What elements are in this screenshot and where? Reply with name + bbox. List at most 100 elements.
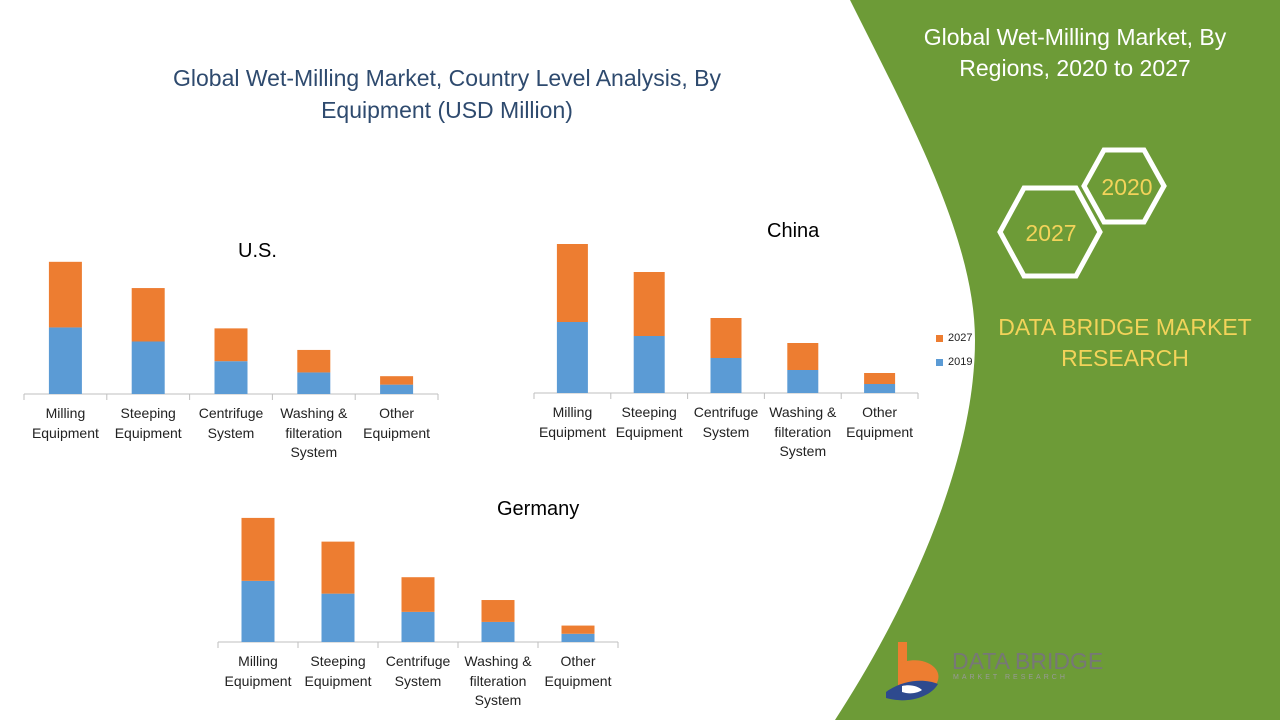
bar-2027-centrifuge-system: [214, 328, 248, 362]
x-tick-label: Washing & filteration System: [272, 404, 356, 463]
data-bridge-logo-icon: [886, 642, 939, 701]
bar-2019-steeping-equipment: [131, 341, 165, 394]
x-tick-label: Steeping Equipment: [296, 652, 380, 691]
x-tick-label: Centrifuge System: [376, 652, 460, 691]
x-tick-label-line: Milling: [45, 405, 86, 421]
bar-2027-washing-filteration-system: [297, 349, 331, 373]
x-tick-label: Steeping Equipment: [607, 403, 691, 442]
regions-title-line-2: Regions, 2020 to 2027: [959, 55, 1191, 81]
x-tick-label-line: System: [394, 672, 442, 689]
chart-china: China Milling Equipment Steeping Equipment C…: [533, 210, 919, 470]
x-tick-label-line: Equipment: [31, 424, 99, 441]
bar-2019-other-equipment: [380, 384, 414, 394]
x-tick-label-line: Washing &: [769, 404, 837, 420]
bar-2019-steeping-equipment: [633, 336, 665, 393]
x-tick-label: Centrifuge System: [684, 403, 768, 442]
bar-2019-milling-equipment: [48, 327, 82, 394]
x-tick-label-line: Steeping: [310, 653, 366, 669]
x-tick-label-line: Equipment: [224, 672, 292, 689]
x-tick-label-line: Centrifuge: [198, 405, 264, 421]
x-tick-label-line: System: [474, 692, 522, 708]
bar-2019-milling-equipment: [556, 322, 588, 393]
bar-2027-milling-equipment: [241, 517, 275, 581]
x-tick-label-line: Steeping: [120, 405, 176, 421]
legend-label-2019: 2019: [948, 356, 973, 368]
x-tick-label-line: Equipment: [544, 672, 612, 689]
brand-text-line-1: DATA BRIDGE MARKET: [998, 314, 1252, 340]
brand-text: DATA BRIDGE MARKET RESEARCH: [985, 312, 1265, 374]
x-tick-label-line: filteration: [774, 423, 832, 440]
legend-label-2027: 2027: [948, 332, 973, 344]
bar-2019-centrifuge-system: [214, 361, 248, 394]
x-tick-label-line: Milling: [552, 404, 593, 420]
x-tick-label: Other Equipment: [838, 403, 922, 442]
x-tick-label: Milling Equipment: [23, 404, 107, 443]
bar-2019-washing-filteration-system: [787, 370, 819, 393]
bar-2027-washing-filteration-system: [787, 343, 819, 370]
bar-2027-other-equipment: [864, 373, 896, 384]
x-tick-label-line: Centrifuge: [693, 404, 759, 420]
x-tick-label-line: System: [290, 444, 338, 460]
bar-2027-centrifuge-system: [710, 318, 742, 358]
x-tick-label-line: Other: [379, 405, 415, 421]
regions-title: Global Wet-Milling Market, By Regions, 2…: [890, 22, 1260, 84]
bar-2027-washing-filteration-system: [481, 600, 515, 622]
chart-germany: Germany Milling Equipment Steeping Equipmen…: [216, 490, 620, 720]
regions-title-line-1: Global Wet-Milling Market, By: [923, 24, 1227, 50]
legend-item-2019: 2019: [936, 350, 972, 374]
logo-tagline: MARKET RESEARCH: [953, 674, 1068, 681]
legend-swatch-2027: [936, 334, 943, 342]
bar-2027-other-equipment: [380, 376, 414, 385]
bar-2019-centrifuge-system: [401, 611, 435, 642]
x-tick-label: Milling Equipment: [530, 403, 614, 442]
page-title: Global Wet-Milling Market, Country Level…: [120, 62, 774, 126]
bar-2027-steeping-equipment: [131, 288, 165, 342]
brand-text-line-2: RESEARCH: [1061, 345, 1189, 371]
x-tick-label-line: filteration: [285, 424, 343, 441]
x-tick-label-line: filteration: [469, 672, 527, 689]
logo-name: DATA BRIDGE: [952, 648, 1104, 674]
green-curved-shape: [835, 0, 1280, 720]
x-tick-label: Washing & filteration System: [456, 652, 540, 711]
x-tick-label-line: Equipment: [304, 672, 372, 689]
bar-2027-milling-equipment: [48, 261, 82, 328]
bar-2019-steeping-equipment: [321, 593, 355, 642]
x-tick-label-line: Other: [560, 653, 596, 669]
hexagon-2020-outline: [1081, 147, 1167, 225]
chart-title: U.S.: [238, 240, 277, 262]
x-tick-label-line: System: [702, 423, 750, 440]
bar-2027-steeping-equipment: [633, 272, 665, 336]
hexagon-2020-label: 2020: [1101, 174, 1153, 200]
x-tick-label-line: Equipment: [538, 423, 606, 440]
hexagon-group: [997, 147, 1167, 279]
page-title-line-1: Global Wet-Milling Market, Country Level…: [173, 65, 721, 91]
chart-title: Germany: [497, 498, 580, 520]
x-tick-label-line: System: [779, 443, 827, 459]
bar-2019-washing-filteration-system: [297, 372, 331, 394]
bar-2019-washing-filteration-system: [481, 621, 515, 642]
x-tick-label-line: Washing &: [464, 653, 532, 669]
hexagon-2027-label: 2027: [1025, 220, 1077, 246]
x-tick-label-line: Equipment: [615, 423, 683, 440]
bar-2027-other-equipment: [561, 625, 595, 634]
x-tick-label-line: System: [207, 424, 255, 441]
chart-plot: [217, 517, 619, 648]
x-tick-label-line: Other: [862, 404, 898, 420]
x-tick-label: Steeping Equipment: [106, 404, 190, 443]
x-tick-label-line: Washing &: [280, 405, 348, 421]
x-tick-label-line: Steeping: [621, 404, 677, 420]
legend-item-2027: 2027: [936, 326, 972, 350]
bar-2027-centrifuge-system: [401, 577, 435, 612]
chart-plot: [533, 244, 919, 399]
hexagon-2027-outline: [997, 185, 1103, 279]
x-tick-label: Milling Equipment: [216, 652, 300, 691]
bar-2019-other-equipment: [561, 633, 595, 642]
legend-swatch-2019: [936, 358, 943, 366]
x-tick-label-line: Milling: [238, 653, 278, 669]
x-tick-label: Other Equipment: [536, 652, 620, 691]
chart-us: U.S. Milling Equipment Steeping Equipment Ce…: [23, 230, 439, 470]
x-tick-label: Washing & filteration System: [761, 403, 845, 462]
x-tick-label: Other Equipment: [355, 404, 439, 443]
x-tick-label-line: Equipment: [846, 423, 914, 440]
